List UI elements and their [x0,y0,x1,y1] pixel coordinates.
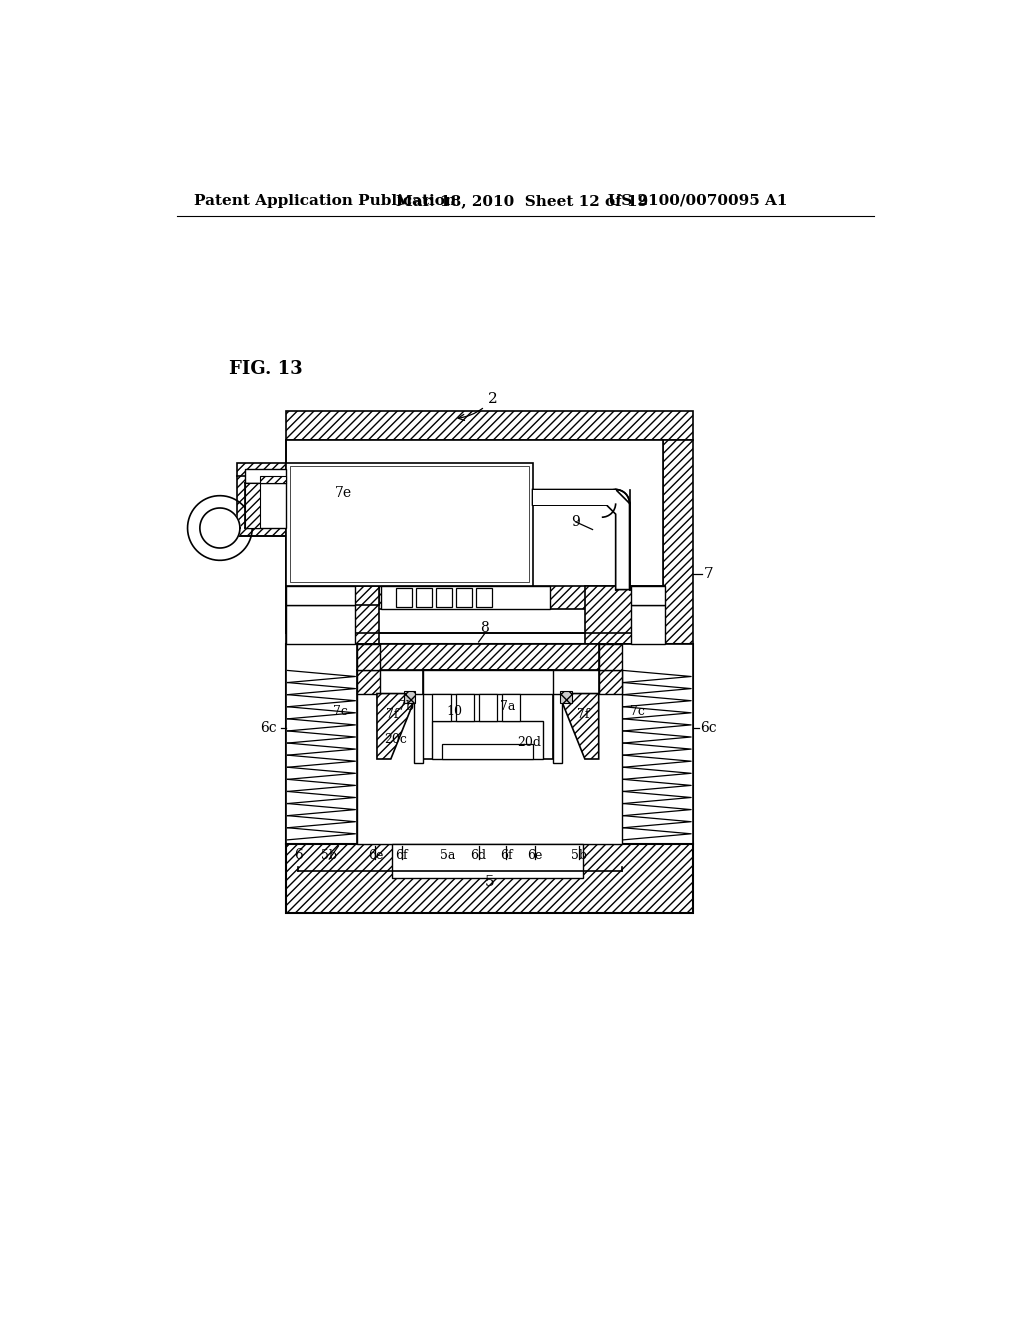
Polygon shape [377,693,414,759]
Bar [631,605,665,644]
Bar [457,589,472,607]
Text: 6f: 6f [500,849,513,862]
Bar [476,589,492,607]
Bar [478,693,497,721]
Bar [286,644,357,843]
Bar [357,671,622,843]
Text: 6c: 6c [700,721,717,735]
Bar [423,671,553,693]
Bar [664,441,692,829]
Bar [396,589,412,607]
Bar [286,644,357,843]
Text: 6d: 6d [471,849,486,862]
Text: 20d: 20d [517,735,542,748]
Bar [260,477,286,483]
Text: 2: 2 [458,392,498,421]
Polygon shape [532,490,630,590]
Bar [245,483,286,528]
Bar [423,671,553,759]
Text: 6c: 6c [260,721,276,735]
Bar [237,462,286,536]
Polygon shape [562,693,599,759]
Bar [290,466,528,582]
Bar [432,693,451,721]
Bar [432,721,544,759]
Text: 7e: 7e [335,486,351,500]
Bar [403,692,416,702]
Bar [357,671,380,693]
Bar [502,693,520,721]
Text: FIG. 13: FIG. 13 [229,359,303,378]
Bar [286,411,692,441]
Text: 6e: 6e [368,849,383,862]
Text: 5a: 5a [440,849,456,862]
Text: 20c: 20c [385,733,408,746]
Polygon shape [187,496,252,560]
Bar [245,469,286,483]
Text: 9: 9 [571,515,580,529]
Bar [286,843,692,913]
Text: 7c: 7c [630,705,644,718]
Text: Mar. 18, 2010  Sheet 12 of 19: Mar. 18, 2010 Sheet 12 of 19 [396,194,648,207]
Bar [414,693,423,763]
Bar [245,483,260,528]
Bar [286,644,692,843]
Text: 5b: 5b [570,849,587,862]
Bar [622,644,692,843]
Bar [436,589,452,607]
Bar [286,441,664,632]
Text: 8: 8 [480,622,489,635]
Text: 7b: 7b [398,700,415,713]
Text: 5b: 5b [322,849,337,862]
Bar [286,843,692,913]
Bar [392,843,584,878]
Bar [286,586,665,609]
Bar [456,693,474,721]
Bar [286,586,379,644]
Text: US 2100/0070095 A1: US 2100/0070095 A1 [608,194,787,207]
Bar [631,586,665,605]
Text: Patent Application Publication: Patent Application Publication [195,194,457,207]
Bar [286,605,355,644]
Polygon shape [200,508,240,548]
Bar [560,692,571,702]
Bar [622,644,692,843]
Bar [286,586,355,605]
Bar [599,644,622,671]
Bar [599,671,622,693]
Bar [416,589,432,607]
Bar [286,644,692,671]
Bar [286,586,379,605]
Text: 6f: 6f [395,849,408,862]
Text: 7: 7 [705,568,714,581]
Bar [381,586,550,609]
Text: 7a: 7a [500,700,515,713]
Bar [286,462,532,586]
Text: 5: 5 [484,875,495,890]
Text: 10: 10 [446,705,462,718]
Text: 7f: 7f [578,708,590,721]
Bar [357,644,380,671]
Bar [553,693,562,763]
Bar [585,586,665,644]
Text: 7f: 7f [386,708,398,721]
Bar [532,490,615,504]
Text: 6e: 6e [527,849,543,862]
Text: 7c: 7c [333,705,348,718]
Bar [442,743,534,759]
Text: 6: 6 [294,849,303,862]
